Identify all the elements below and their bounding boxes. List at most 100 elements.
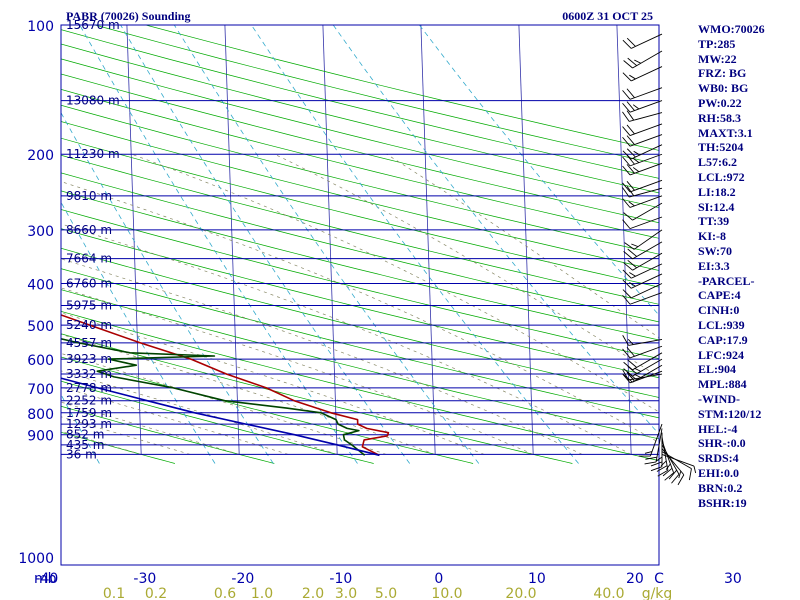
index-item: MAXT:3.1 [698,125,753,140]
index-item: MPL:884 [698,377,747,392]
height-label: 7664 m [66,252,112,266]
chart-subtitle: 0600Z 31 OCT 25 [562,9,653,23]
stability-indices: WMO:70026 TP:285 MW:22 FRZ: BG WB0: BG PW:0.2… [698,22,798,510]
temperature-tick-label: -40 [35,571,58,587]
moist-adiabat [131,153,659,413]
wind-barb [623,352,663,371]
dry-adiabat [61,431,175,464]
mixing-ratio-label: 0.2 [145,586,167,600]
dry-adiabat [61,247,659,398]
index-item: LCL:939 [698,317,745,332]
index-item: CINH:0 [698,303,740,318]
height-label: 36 m [66,447,97,461]
dry-adiabat [61,209,659,359]
index-item: -PARCEL- [698,273,755,288]
dry-adiabat [61,310,659,461]
wind-barb [622,33,663,49]
pressure-unit-label: mb [34,571,57,587]
dry-adiabat [61,190,659,341]
index-item: LFC:924 [698,347,744,362]
index-item: EI:3.3 [698,258,730,273]
parcel-line [61,377,380,457]
moist-adiabat [61,353,387,455]
index-item: TH:5204 [698,140,744,155]
index-item: LCL:972 [698,169,745,184]
dry-adiabat [61,58,659,209]
wind-barb [623,241,663,260]
index-item: L57:6.2 [698,155,737,170]
height-label: 8660 m [66,223,112,237]
dry-adiabat [61,289,659,440]
wind-barb [623,252,663,271]
wind-barb [622,110,663,122]
wind-barb [650,432,663,472]
height-label: 15670 m [66,18,120,32]
pressure-axis-labels: 100 200 300 400 500 600 700 800 900 1000 [18,19,54,567]
wind-barb [622,162,663,176]
height-label: 11230 m [66,147,120,161]
mixing-ratio-label: 1.0 [251,586,273,600]
dry-adiabat [61,137,659,288]
wind-barb [623,50,663,69]
temperature-tick-label: 10 [528,571,546,587]
wind-barb [622,153,663,167]
dry-adiabat [61,268,659,419]
isotherm-line [322,25,338,455]
wind-barb [622,144,663,160]
mixing-ratio-label: 2.0 [302,586,324,600]
isotherm-line [224,25,240,455]
pressure-tick-label: 400 [27,278,54,294]
index-item: BSHR:19 [698,495,747,510]
wind-barb [624,229,663,250]
wind-barb [622,134,663,147]
temperature-line [61,314,390,457]
dry-adiabat [61,104,659,255]
isotherm-line [420,25,436,455]
wind-barb [622,292,663,305]
mixing-ratio-line [61,111,274,464]
wind-barb [622,100,663,113]
index-item: HEL:-4 [698,421,738,436]
pressure-tick-label: 600 [27,353,54,369]
mixing-ratio-label: 3.0 [335,586,357,600]
wind-barb [623,202,663,221]
mixing-ratio-labels: 0.1 0.2 0.6 1.0 2.0 3.0 5.0 10.0 20.0 40.0 g/kg [103,586,672,600]
wind-barb [622,179,663,193]
pressure-tick-label: 100 [27,19,54,35]
wind-barb [622,185,663,198]
temperature-tick-label: 30 [724,571,742,587]
isotherm-line [126,25,142,455]
dry-adiabat [61,121,659,271]
wind-barb [622,345,663,359]
mixing-ratio-label: 0.6 [214,586,236,600]
height-label: 1293 m [66,417,112,431]
height-label: 5240 m [66,318,112,332]
height-labels: 15670 m 13080 m 11230 m 9810 m 8660 m 7664 m 6… [66,18,120,461]
mixing-ratio-label: 40.0 [593,586,624,600]
index-item: TP:285 [698,36,736,51]
index-item: CAPE:4 [698,288,741,303]
index-item: SI:12.4 [698,199,735,214]
wind-barb [622,263,663,279]
wind-barb [622,195,663,208]
profile-lines [61,314,390,457]
temperature-axis-labels: -50-40-30-20-10010203040Cmb [34,571,742,587]
index-item: EHI:0.0 [698,465,740,480]
height-label: 5975 m [66,298,112,312]
wind-barbs [622,33,697,486]
dry-adiabat [61,405,275,464]
pressure-tick-label: 500 [27,319,54,335]
dry-adiabat [61,172,659,323]
wind-barb [622,66,663,82]
dry-adiabat [61,73,659,224]
temperature-tick-label: -20 [231,571,254,587]
wind-barb [661,448,685,486]
mixing-ratio-line [251,25,579,464]
wind-barb [622,283,663,299]
height-label: 6760 m [66,277,112,291]
height-label: 2252 m [66,394,112,408]
height-label: 435 m [66,438,104,452]
wind-barb [622,87,663,100]
